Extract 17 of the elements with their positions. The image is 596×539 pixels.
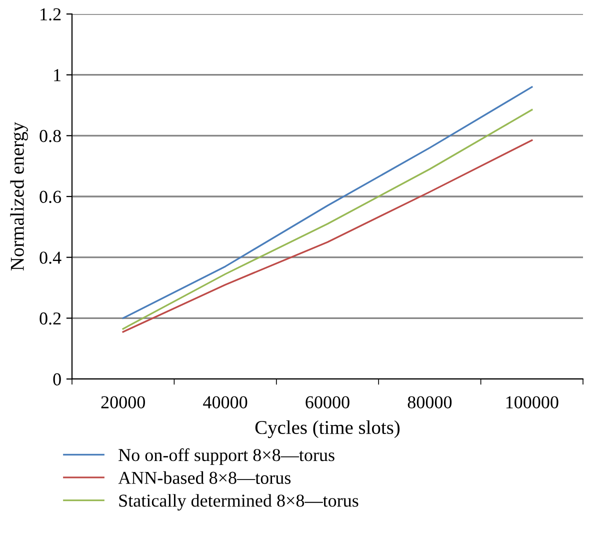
y-axis-title: Normalized energy xyxy=(10,122,28,271)
legend-label: Statically determined 8×8—torus xyxy=(119,494,358,510)
x-tick-label: 40000 xyxy=(203,396,248,408)
x-tick-label: 100000 xyxy=(506,396,558,408)
x-axis-title: Cycles (time slots) xyxy=(255,420,400,438)
y-tick-label: 0.2 xyxy=(40,312,61,325)
legend-label: No on-off support 8×8—torus xyxy=(118,448,334,465)
y-tick-label: 0.8 xyxy=(40,130,61,142)
y-tick-label: 0.4 xyxy=(40,252,62,264)
y-tick-label: 0.6 xyxy=(40,190,62,204)
x-tick-label: 20000 xyxy=(101,396,145,408)
y-tick-label: 1.2 xyxy=(40,8,61,21)
y-tick-label: 1 xyxy=(54,69,60,82)
x-tick-label: 60000 xyxy=(306,396,350,408)
x-tick-label: 80000 xyxy=(408,396,452,408)
legend-label: ANN-based 8×8—torus xyxy=(118,471,291,484)
y-tick-label: 0 xyxy=(53,373,61,386)
